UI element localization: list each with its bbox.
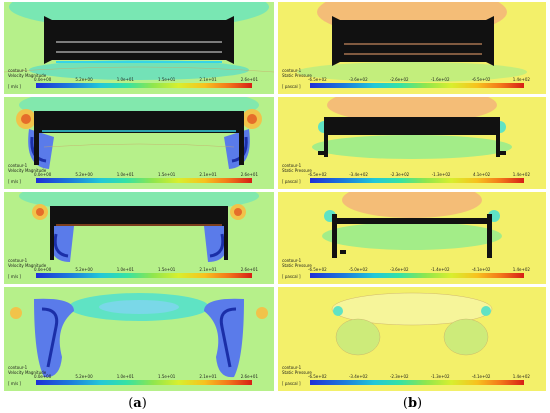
tick-label: 5.2e+00: [75, 374, 93, 379]
tick-label: 1.5e+01: [158, 267, 176, 272]
pressure-ticks-2: -6.5e+02 -3.4e+02 -2.3e+02 -1.3e+02 4.1e…: [308, 172, 530, 177]
velocity-contour-plot-3: [4, 192, 274, 284]
velocity-colorbar-3: [36, 273, 252, 278]
tick-label: 2.1e+01: [199, 172, 217, 177]
pressure-panel-2: contour-1 Static Pressure [ pascal ] -6.…: [278, 97, 546, 189]
velocity-panel-2: contour-1 Velocity Magnitude [ m/s ] 0.0…: [4, 97, 274, 189]
tick-label: -6.5e+02: [308, 172, 327, 177]
pressure-ticks-4: -6.5e+02 -3.4e+02 -2.3e+02 -1.3e+02 -4.1…: [308, 374, 530, 379]
tick-label: 2.6e+01: [240, 172, 258, 177]
pressure-colorbar-4: [310, 380, 524, 385]
velocity-title-1: contour-1 Velocity Magnitude: [8, 68, 47, 78]
tick-label: -2.3e+02: [390, 172, 410, 177]
tick-label: -6.5e+02: [308, 77, 327, 82]
tick-label: -6.5e+02: [308, 374, 327, 379]
pressure-ticks-1: -6.5e+02 -3.6e+02 -2.6e+02 -1.6e+02 -6.5…: [308, 77, 530, 82]
pressure-unit-4: [ pascal ]: [282, 381, 301, 386]
pressure-contour-plot-2: [278, 97, 546, 189]
velocity-ticks-1: 0.0e+00 5.2e+00 1.0e+01 1.5e+01 2.1e+01 …: [34, 77, 258, 82]
tick-label: 0.0e+00: [34, 374, 52, 379]
velocity-panel-3: contour-1 Velocity Magnitude [ m/s ] 0.0…: [4, 192, 274, 284]
pressure-unit-2: [ pascal ]: [282, 179, 301, 184]
tick-label: -3.6e+02: [389, 267, 409, 272]
tick-label: 1.5e+01: [158, 77, 176, 82]
pressure-panel-4: contour-1 Static Pressure [ pascal ] -6.…: [278, 287, 546, 391]
pressure-contour-plot-3: [278, 192, 546, 284]
tick-label: 1.0e+01: [116, 267, 134, 272]
tick-label: -6.5e+02: [308, 267, 327, 272]
tick-label: -1.6e+02: [430, 77, 450, 82]
pressure-contour-plot-1: [278, 2, 546, 94]
tick-label: 0.0e+00: [34, 267, 52, 272]
tick-label: 2.6e+01: [240, 267, 258, 272]
caption-b: (b): [402, 396, 423, 411]
velocity-unit-4: [ m/s ]: [8, 381, 21, 386]
velocity-unit-1: [ m/s ]: [8, 84, 21, 89]
tick-label: -5.0e+02: [348, 267, 368, 272]
velocity-panel-4: contour-1 Velocity Magnitude [ m/s ] 0.0…: [4, 287, 274, 391]
tick-label: -4.1e+02: [471, 267, 491, 272]
tick-label: 1.4e+02: [512, 77, 530, 82]
pressure-title-2: contour-1 Static Pressure: [282, 163, 312, 173]
pressure-title-1: contour-1 Static Pressure: [282, 68, 312, 78]
velocity-colorbar-1: [36, 83, 252, 88]
velocity-contour-plot-4: [4, 287, 274, 391]
tick-label: 5.2e+00: [75, 267, 93, 272]
tick-label: -1.4e+02: [430, 267, 450, 272]
tick-label: -1.3e+02: [431, 172, 451, 177]
pressure-colorbar-1: [310, 83, 524, 88]
pressure-unit-1: [ pascal ]: [282, 84, 301, 89]
velocity-title-4: contour-1 Velocity Magnitude: [8, 365, 47, 375]
tick-label: -3.4e+02: [348, 374, 368, 379]
tick-label: 1.5e+01: [158, 374, 176, 379]
pressure-panel-1: contour-1 Static Pressure [ pascal ] -6.…: [278, 2, 546, 94]
pressure-panel-3: contour-1 Static Pressure [ pascal ] -6.…: [278, 192, 546, 284]
tick-label: -3.4e+02: [349, 172, 368, 177]
tick-label: -4.1e+02: [471, 374, 491, 379]
tick-label: -6.5e+02: [471, 77, 491, 82]
tick-label: -2.3e+02: [389, 374, 409, 379]
tick-label: 2.1e+01: [199, 374, 217, 379]
tick-label: -2.6e+02: [389, 77, 409, 82]
tick-label: 1.4e+02: [512, 374, 530, 379]
pressure-contour-plot-4: [278, 287, 546, 391]
velocity-title-3: contour-1 Velocity Magnitude: [8, 258, 47, 268]
caption-a: (a): [128, 396, 147, 411]
tick-label: 0.0e+00: [34, 172, 52, 177]
tick-label: 2.6e+01: [240, 77, 258, 82]
tick-label: 2.6e+01: [240, 374, 258, 379]
velocity-unit-2: [ m/s ]: [8, 179, 21, 184]
pressure-colorbar-3: [310, 273, 524, 278]
pressure-title-4: contour-1 Static Pressure: [282, 365, 312, 375]
tick-label: 5.2e+00: [75, 77, 93, 82]
tick-label: 4.1e+02: [472, 172, 491, 177]
velocity-unit-3: [ m/s ]: [8, 274, 21, 279]
tick-label: 1.5e+01: [158, 172, 176, 177]
tick-label: 1.4e+02: [512, 267, 530, 272]
tick-label: 1.0e+01: [116, 77, 134, 82]
velocity-colorbar-2: [36, 178, 252, 183]
velocity-ticks-3: 0.0e+00 5.2e+00 1.0e+01 1.5e+01 2.1e+01 …: [34, 267, 258, 272]
tick-label: 1.4e+02: [512, 172, 530, 177]
pressure-ticks-3: -6.5e+02 -5.0e+02 -3.6e+02 -1.4e+02 -4.1…: [308, 267, 530, 272]
velocity-contour-plot-2: [4, 97, 274, 189]
velocity-ticks-2: 0.0e+00 5.2e+00 1.0e+01 1.5e+01 2.1e+01 …: [34, 172, 258, 177]
pressure-unit-3: [ pascal ]: [282, 274, 301, 279]
tick-label: 2.1e+01: [199, 267, 217, 272]
velocity-title-2: contour-1 Velocity Magnitude: [8, 163, 47, 173]
pressure-title-3: contour-1 Static Pressure: [282, 258, 312, 268]
tick-label: -3.6e+02: [348, 77, 368, 82]
velocity-ticks-4: 0.0e+00 5.2e+00 1.0e+01 1.5e+01 2.1e+01 …: [34, 374, 258, 379]
tick-label: -1.3e+02: [430, 374, 450, 379]
tick-label: 5.2e+00: [75, 172, 93, 177]
tick-label: 1.0e+01: [116, 172, 134, 177]
velocity-contour-plot-1: [4, 2, 274, 94]
pressure-colorbar-2: [310, 178, 524, 183]
tick-label: 1.0e+01: [116, 374, 134, 379]
tick-label: 0.0e+00: [34, 77, 52, 82]
velocity-panel-1: contour-1 Velocity Magnitude [ m/s ] 0.0…: [4, 2, 274, 94]
tick-label: 2.1e+01: [199, 77, 217, 82]
velocity-colorbar-4: [36, 380, 252, 385]
